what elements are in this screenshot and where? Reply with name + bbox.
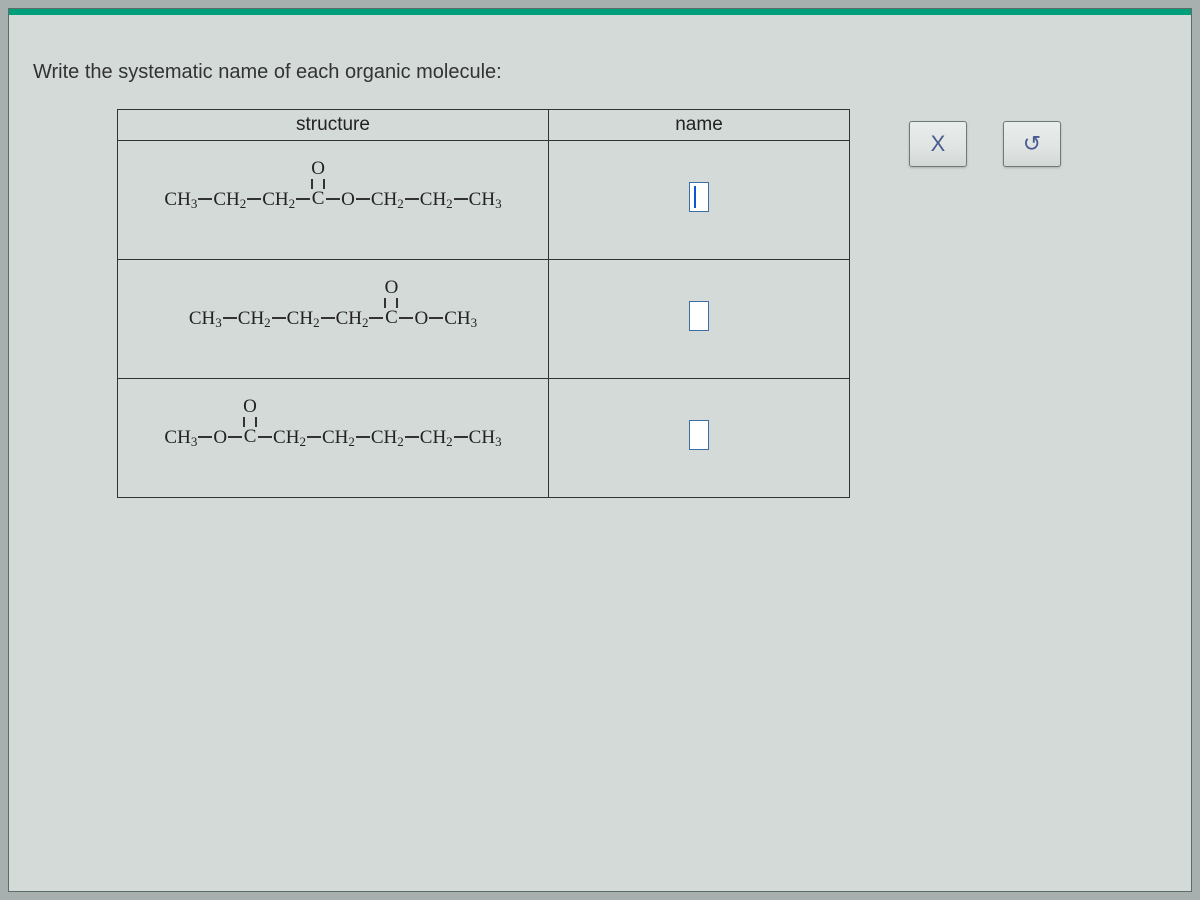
structure-cell: CH3 O O C CH2 CH2 CH2 CH2 <box>118 379 549 498</box>
name-cell <box>549 260 850 379</box>
structure-cell: CH3 CH2 CH2 CH2 O C O CH3 <box>118 260 549 379</box>
molecule-2: CH3 CH2 CH2 CH2 O C O CH3 <box>189 308 477 330</box>
exercise-panel: Write the systematic name of each organi… <box>8 8 1192 892</box>
name-input-1[interactable] <box>689 182 709 212</box>
molecule-1: CH3 CH2 CH2 O C O CH2 CH2 CH3 <box>164 189 501 211</box>
close-icon: X <box>931 131 946 157</box>
molecule-3: CH3 O O C CH2 CH2 CH2 CH2 <box>164 427 501 449</box>
question-text: Write the systematic name of each organi… <box>33 61 502 84</box>
table-row: CH3 CH2 CH2 O C O CH2 CH2 CH3 <box>118 141 850 260</box>
undo-button[interactable]: ↺ <box>1003 121 1061 167</box>
undo-icon: ↺ <box>1023 131 1041 157</box>
table-row: CH3 CH2 CH2 CH2 O C O CH3 <box>118 260 850 379</box>
header-structure: structure <box>118 110 549 141</box>
table-row: CH3 O O C CH2 CH2 CH2 CH2 <box>118 379 850 498</box>
header-name: name <box>549 110 850 141</box>
name-cell <box>549 141 850 260</box>
name-input-3[interactable] <box>689 420 709 450</box>
structures-table: structure name CH3 CH2 CH2 O <box>117 109 850 498</box>
name-cell <box>549 379 850 498</box>
structure-cell: CH3 CH2 CH2 O C O CH2 CH2 CH3 <box>118 141 549 260</box>
action-buttons: X ↺ <box>909 121 1061 167</box>
name-input-2[interactable] <box>689 301 709 331</box>
close-button[interactable]: X <box>909 121 967 167</box>
accent-bar <box>9 9 1191 15</box>
